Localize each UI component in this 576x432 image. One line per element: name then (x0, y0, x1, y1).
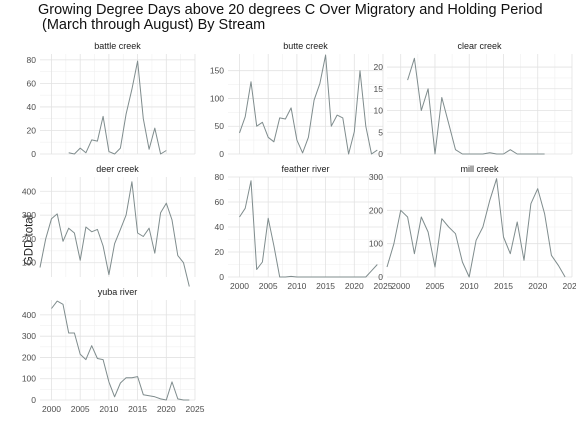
y-tick-label: 100 (369, 239, 383, 249)
panel-deer-creek: deer creek 100 200 300 400 (22, 164, 196, 287)
panel-battle-creek: battle creek 0 20 40 60 80 (27, 41, 196, 159)
series-line (68, 60, 167, 155)
y-tick-label: 100 (210, 93, 224, 103)
y-tick-label: 200 (369, 205, 383, 215)
series-line (39, 181, 190, 287)
y-tick-label: 100 (22, 374, 36, 384)
series-line (407, 57, 545, 155)
panel-title: feather river (281, 164, 329, 174)
panel-title: clear creek (457, 41, 502, 51)
x-tick-label: 2015 (128, 404, 147, 414)
x-tick-label: 2005 (71, 404, 90, 414)
y-tick-label: 0 (219, 272, 224, 282)
x-tick-label: 2000 (391, 281, 410, 291)
y-tick-label: 300 (22, 331, 36, 341)
y-tick-label: 300 (22, 210, 36, 220)
y-tick-label: 80 (27, 55, 37, 65)
y-tick-label: 400 (22, 310, 36, 320)
y-tick-label: 150 (210, 66, 224, 76)
x-tick-label: 2000 (42, 404, 61, 414)
x-tick-label: 2005 (259, 281, 278, 291)
x-tick-label: 2025 (186, 404, 205, 414)
y-tick-label: 60 (215, 197, 225, 207)
series-line (386, 178, 566, 278)
y-tick-label: 10 (374, 106, 384, 116)
y-tick-label: 100 (22, 258, 36, 268)
panel-yuba-river: yuba river 0 100 200 300 400 2000 2005 2010 2015 2… (22, 287, 205, 414)
series-line (239, 180, 378, 278)
x-tick-label: 2000 (230, 281, 249, 291)
x-tick-label: 2020 (528, 281, 547, 291)
x-tick-label: 2015 (494, 281, 513, 291)
x-tick-label: 2020 (345, 281, 364, 291)
x-tick-label: 2025 (374, 281, 393, 291)
x-tick-label: 2020 (157, 404, 176, 414)
series-line (51, 300, 190, 401)
y-tick-label: 20 (374, 62, 384, 72)
y-tick-label: 400 (22, 186, 36, 196)
y-tick-label: 0 (31, 149, 36, 159)
panel-mill-creek: mill creek 0 100 200 300 2000 2005 2010 2015 2020… (369, 164, 576, 291)
y-tick-label: 20 (27, 125, 37, 135)
y-tick-label: 300 (369, 172, 383, 182)
series-line (239, 54, 378, 155)
y-tick-label: 20 (215, 247, 225, 257)
y-tick-label: 50 (215, 121, 225, 131)
y-tick-label: 5 (378, 127, 383, 137)
chart-title: Growing Degree Days above 20 degrees C O… (38, 2, 543, 33)
panel-title: butte creek (283, 41, 328, 51)
y-tick-label: 200 (22, 352, 36, 362)
panel-title: mill creek (460, 164, 499, 174)
y-tick-label: 0 (31, 395, 36, 405)
x-tick-label: 2005 (426, 281, 445, 291)
x-tick-label: 2025 (563, 281, 576, 291)
y-tick-label: 40 (27, 102, 37, 112)
x-tick-label: 2015 (316, 281, 335, 291)
y-tick-label: 15 (374, 84, 384, 94)
panel-title: yuba river (98, 287, 138, 297)
y-tick-label: 0 (378, 272, 383, 282)
y-tick-label: 200 (22, 234, 36, 244)
y-tick-label: 40 (215, 222, 225, 232)
x-tick-label: 2010 (99, 404, 118, 414)
y-tick-label: 80 (215, 172, 225, 182)
y-tick-label: 0 (378, 149, 383, 159)
x-tick-label: 2010 (287, 281, 306, 291)
x-tick-label: 2010 (460, 281, 479, 291)
panel-clear-creek: clear creek 0 5 10 15 20 (374, 41, 573, 159)
y-tick-label: 0 (219, 149, 224, 159)
y-tick-label: 60 (27, 78, 37, 88)
panel-title: deer creek (96, 164, 139, 174)
panel-title: battle creek (94, 41, 141, 51)
